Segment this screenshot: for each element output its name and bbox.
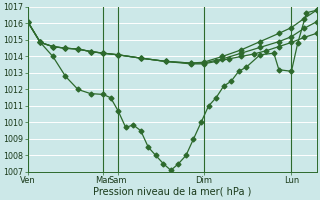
X-axis label: Pression niveau de la mer( hPa ): Pression niveau de la mer( hPa ) <box>93 187 251 197</box>
